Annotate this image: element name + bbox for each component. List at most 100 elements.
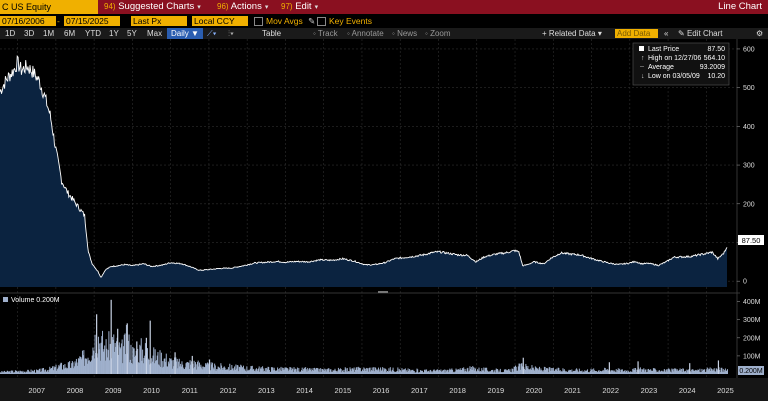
volume-bar [198, 366, 200, 374]
track-tool[interactable]: ◦ Track [313, 29, 338, 38]
volume-bar [584, 371, 586, 374]
volume-bar [695, 370, 697, 374]
volume-bar [639, 367, 641, 374]
volume-tag [738, 366, 764, 375]
table-button[interactable]: Table [262, 29, 282, 38]
range-6m[interactable]: 6M [64, 29, 76, 38]
volume-bar [99, 360, 101, 374]
volume-bar [371, 370, 373, 374]
volume-bar [635, 372, 637, 374]
volume-bar [475, 368, 477, 374]
volume-bar [425, 370, 427, 374]
edit-menu[interactable]: 97) Edit ▾ [281, 0, 318, 14]
volume-bar [35, 372, 37, 374]
volume-bar [38, 368, 40, 374]
pencil-icon[interactable]: ✎ [308, 16, 316, 26]
volume-bar [654, 368, 656, 374]
chart-canvas[interactable]: 0100200300400500600 87.50 Last Price 87.… [0, 39, 768, 401]
volume-bar [33, 371, 35, 374]
volume-bar [231, 365, 233, 374]
range-max[interactable]: Max [147, 29, 163, 38]
volume-tick-label: 400M [743, 299, 761, 306]
line-style-icon[interactable]: ⟋▾ [207, 29, 217, 38]
price-field-select[interactable]: Last Px [131, 16, 187, 26]
menu-label: Edit [295, 1, 312, 12]
end-date-field[interactable]: 07/15/2025 [64, 16, 120, 26]
volume-bar [394, 371, 396, 374]
collapse-icon[interactable]: « [664, 29, 669, 38]
add-data-input[interactable]: Add Data [615, 29, 658, 38]
volume-bar [196, 362, 198, 374]
annotate-tool[interactable]: ◦ Annotate [347, 29, 384, 38]
volume-bar [632, 369, 634, 374]
volume-bar [680, 370, 682, 374]
volume-bar [543, 370, 545, 374]
frequency-select[interactable]: Daily ▼ [167, 28, 203, 39]
volume-bar [419, 372, 421, 374]
range-5y[interactable]: 5Y [127, 29, 137, 38]
volume-bar [498, 370, 500, 374]
zoom-tool[interactable]: ◦ Zoom [425, 29, 451, 38]
volume-bar [403, 369, 405, 374]
currency-select[interactable]: Local CCY [192, 16, 248, 26]
volume-bar [569, 369, 571, 374]
volume-bar [355, 369, 357, 374]
volume-bar [149, 364, 151, 374]
volume-bar [148, 359, 150, 374]
volume-bar [79, 356, 81, 374]
start-date-field[interactable]: 07/16/2006 [0, 16, 56, 26]
range-1y[interactable]: 1Y [109, 29, 119, 38]
volume-bar [13, 372, 15, 374]
settings-icon[interactable]: ⚙ [756, 29, 764, 38]
volume-bar [301, 370, 303, 374]
range-ytd[interactable]: YTD [85, 29, 101, 38]
edit-chart-button[interactable]: ✎ Edit Chart [678, 29, 723, 38]
volume-bar [573, 370, 575, 374]
bar-style-icon[interactable]: ⫶▾ [228, 29, 234, 38]
year-label: 2016 [373, 386, 390, 395]
volume-bar [92, 347, 94, 374]
volume-bar [526, 368, 528, 374]
volume-bar [147, 348, 149, 374]
volume-bar [230, 369, 232, 374]
volume-bar [131, 364, 133, 374]
volume-bar [481, 368, 483, 374]
volume-bar [450, 369, 452, 374]
range-1d[interactable]: 1D [5, 29, 16, 38]
volume-bar [61, 362, 63, 374]
volume-bar [236, 365, 238, 374]
suggested-charts-menu[interactable]: 94) Suggested Charts ▾ [104, 0, 201, 14]
ticker-field[interactable]: C US Equity [0, 0, 98, 14]
volume-bar [564, 370, 566, 374]
related-data-button[interactable]: + Related Data ▾ [542, 29, 602, 38]
volume-bar [350, 369, 352, 374]
volume-bar [376, 369, 378, 374]
volume-bar [271, 367, 273, 374]
volume-spike [110, 299, 112, 374]
volume-bar [410, 369, 412, 374]
price-tick-label: 200 [743, 201, 755, 208]
volume-bar [266, 369, 268, 374]
news-tool[interactable]: ◦ News [392, 29, 418, 38]
volume-bar [565, 371, 567, 374]
volume-bar [158, 365, 160, 374]
volume-bar [674, 368, 676, 374]
price-tick-label: 500 [743, 85, 755, 92]
volume-bar [580, 371, 582, 374]
annotate-label: Annotate [351, 29, 384, 38]
volume-bar [276, 370, 278, 374]
actions-menu[interactable]: 96) Actions ▾ [217, 0, 268, 14]
volume-bar [547, 368, 549, 374]
volume-bar [79, 356, 81, 374]
volume-bar [548, 367, 550, 374]
panel-resize-handle[interactable] [378, 291, 388, 293]
mov-avgs-toggle[interactable]: Mov Avgs ✎ [254, 16, 316, 27]
volume-bar [195, 364, 197, 374]
volume-bar [699, 368, 701, 374]
range-1m[interactable]: 1M [43, 29, 55, 38]
key-events-toggle[interactable]: Key Events [317, 16, 372, 27]
volume-bar [408, 370, 410, 374]
volume-bar [628, 372, 630, 374]
range-3d[interactable]: 3D [24, 29, 35, 38]
volume-bar [102, 351, 104, 374]
